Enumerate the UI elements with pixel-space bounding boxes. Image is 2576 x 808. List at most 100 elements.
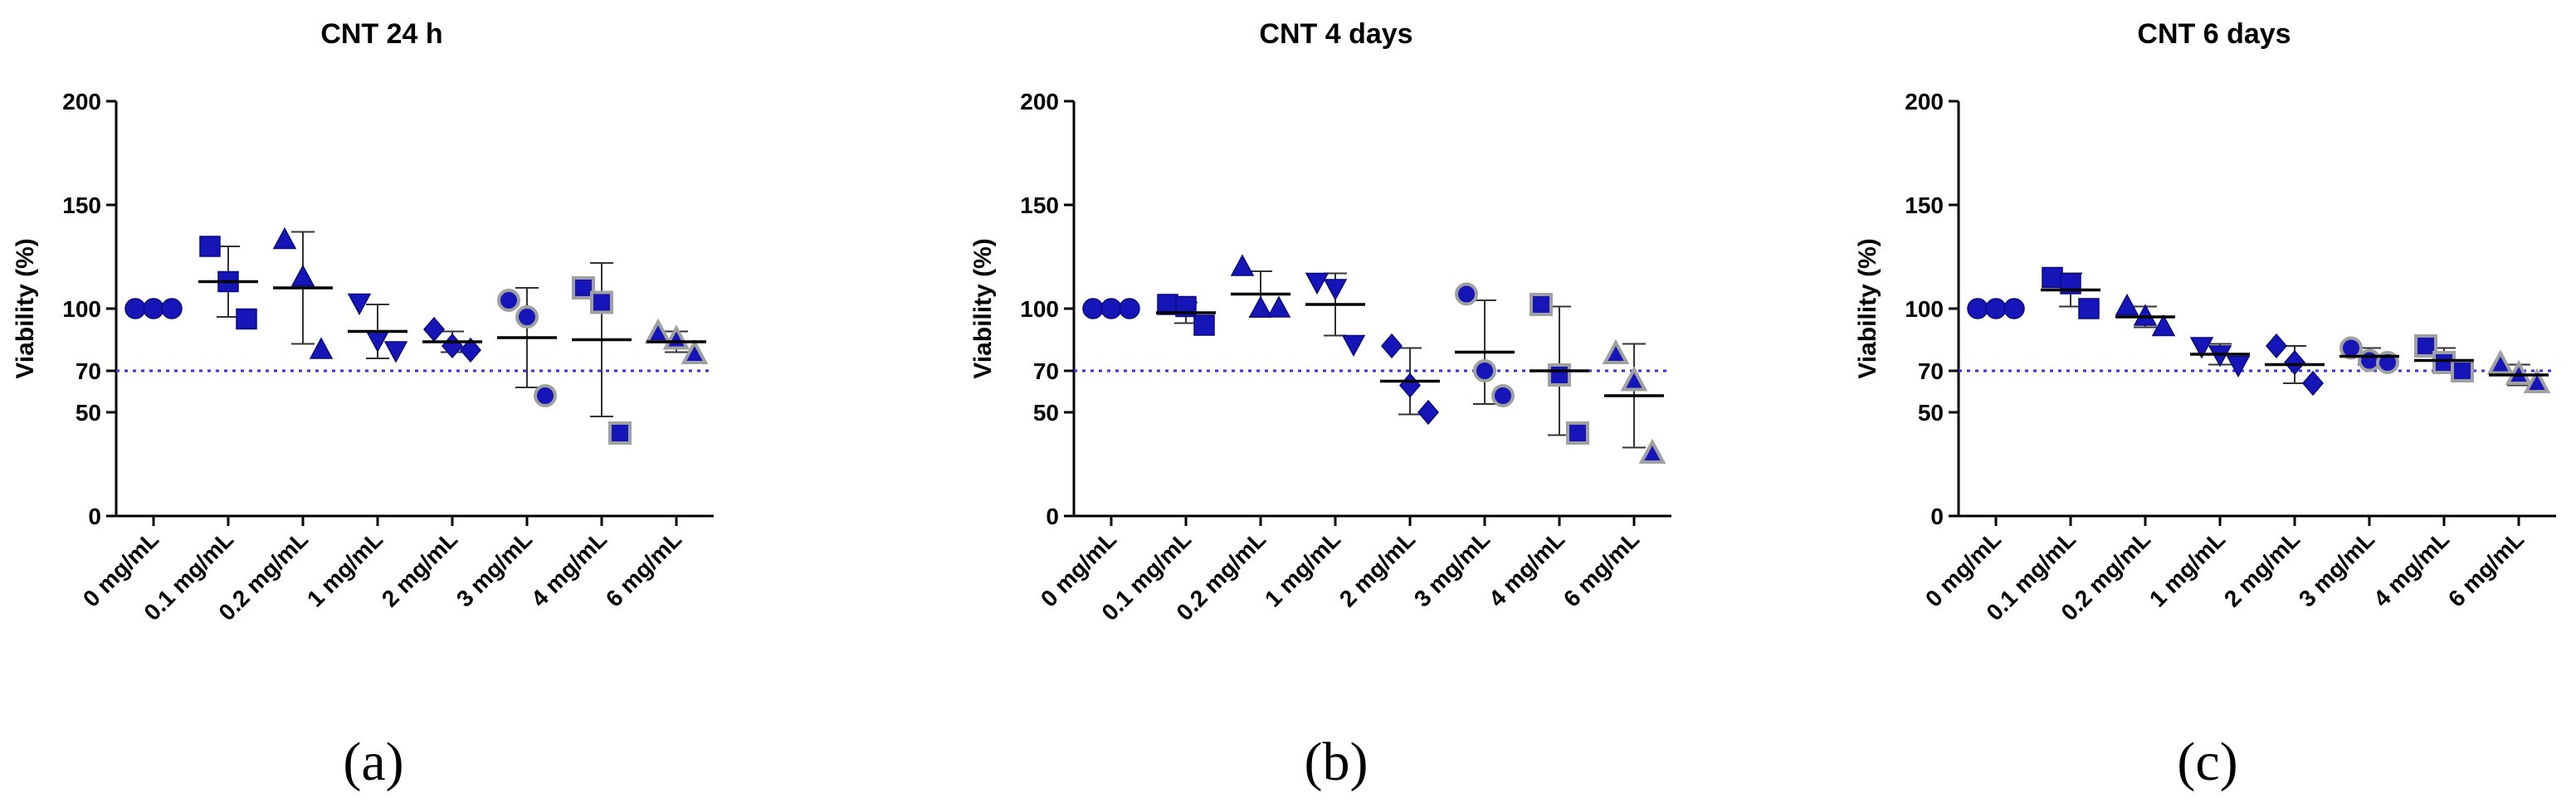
- series-3: [2115, 293, 2176, 337]
- y-tick-label: 0: [1930, 504, 1944, 529]
- series-3: [272, 226, 334, 359]
- data-point: [1266, 295, 1291, 318]
- data-point: [1620, 366, 1648, 392]
- y-axis-label: Viability (%): [969, 238, 997, 378]
- x-tick-label: 1 mg/mL: [1260, 526, 1345, 611]
- data-point: [1323, 279, 1348, 301]
- series-7: [572, 262, 632, 445]
- series-2: [198, 236, 258, 330]
- data-point: [1417, 399, 1439, 426]
- data-point: [290, 264, 315, 287]
- y-tick-label: 50: [76, 400, 101, 426]
- x-tick-label: 4 mg/mL: [526, 526, 612, 611]
- series-7: [2414, 334, 2474, 382]
- data-point: [1967, 298, 1988, 319]
- data-point: [1548, 363, 1571, 387]
- data-point: [1602, 338, 1630, 364]
- y-tick-label: 50: [1918, 400, 1944, 426]
- y-tick-label: 100: [1020, 296, 1059, 322]
- series-1: [1082, 298, 1140, 319]
- series-6: [2339, 336, 2399, 374]
- data-point: [442, 333, 463, 359]
- data-point: [124, 298, 146, 319]
- data-point: [2523, 367, 2551, 393]
- x-tick-label: 2 mg/mL: [2219, 526, 2305, 611]
- data-point: [2451, 359, 2474, 382]
- panel-label: (a): [343, 732, 403, 792]
- data-point: [608, 421, 632, 445]
- data-point: [2505, 359, 2533, 385]
- chart-title: CNT 4 days: [1259, 18, 1412, 50]
- data-point: [681, 338, 709, 364]
- x-tick-label: 2 mg/mL: [1334, 526, 1420, 611]
- series-5: [1380, 333, 1440, 426]
- data-point: [2486, 349, 2515, 375]
- x-tick-label: 4 mg/mL: [2369, 526, 2454, 611]
- data-point: [2284, 349, 2305, 376]
- y-axis-label: Viability (%): [12, 238, 39, 378]
- data-point: [2189, 337, 2214, 359]
- x-tick-label: 1 mg/mL: [2144, 526, 2230, 611]
- x-tick-label: 3 mg/mL: [2294, 526, 2379, 611]
- data-point: [236, 308, 257, 330]
- y-tick-label: 200: [1020, 89, 1059, 114]
- y-tick-label: 150: [62, 192, 101, 218]
- series-8: [2486, 349, 2551, 393]
- y-axis-label: Viability (%): [1854, 238, 1881, 378]
- x-tick-label: 3 mg/mL: [451, 526, 537, 611]
- data-point: [383, 341, 408, 363]
- data-point: [1638, 438, 1666, 464]
- series-1: [1967, 298, 2025, 319]
- series-5: [422, 316, 482, 363]
- data-point: [1491, 384, 1515, 407]
- series-7: [1530, 293, 1589, 445]
- data-point: [2042, 266, 2063, 289]
- data-point: [2115, 293, 2139, 316]
- data-point: [423, 316, 445, 343]
- data-point: [2208, 345, 2232, 367]
- y-tick-label: 100: [62, 296, 101, 322]
- data-point: [1455, 282, 1478, 306]
- data-point: [515, 305, 539, 329]
- data-point: [1230, 254, 1255, 276]
- data-point: [2133, 304, 2158, 326]
- data-point: [2339, 336, 2363, 360]
- y-tick-label: 200: [62, 89, 101, 114]
- x-tick-label: 6 mg/mL: [1559, 526, 1644, 611]
- series-4: [2189, 337, 2251, 378]
- x-tick-label: 1 mg/mL: [302, 526, 388, 611]
- data-point: [1082, 298, 1104, 319]
- data-point: [1193, 314, 1215, 336]
- data-point: [2302, 370, 2324, 397]
- data-point: [590, 290, 613, 314]
- series-2: [2041, 266, 2100, 319]
- data-point: [497, 289, 520, 312]
- series-5: [2265, 333, 2325, 397]
- data-point: [1381, 333, 1403, 359]
- data-point: [1341, 334, 1366, 358]
- y-tick-label: 70: [1033, 358, 1059, 384]
- x-tick-label: 2 mg/mL: [377, 526, 462, 611]
- data-point: [460, 337, 481, 363]
- data-point: [143, 298, 164, 319]
- data-point: [1399, 372, 1421, 398]
- y-tick-label: 200: [1905, 89, 1944, 114]
- data-point: [2151, 314, 2176, 337]
- data-point: [161, 298, 183, 319]
- y-tick-label: 150: [1905, 192, 1944, 218]
- series-4: [347, 293, 408, 363]
- series-6: [497, 287, 557, 407]
- series-2: [1156, 294, 1216, 336]
- chart-title: CNT 6 days: [2137, 18, 2291, 50]
- x-tick-label: 6 mg/mL: [2443, 526, 2529, 611]
- series-8: [644, 318, 709, 364]
- data-point: [309, 337, 334, 359]
- x-tick-label: 6 mg/mL: [601, 526, 686, 611]
- y-tick-label: 100: [1905, 296, 1944, 322]
- series-4: [1305, 272, 1366, 358]
- data-point: [272, 226, 297, 250]
- panel-label: (c): [2177, 732, 2237, 792]
